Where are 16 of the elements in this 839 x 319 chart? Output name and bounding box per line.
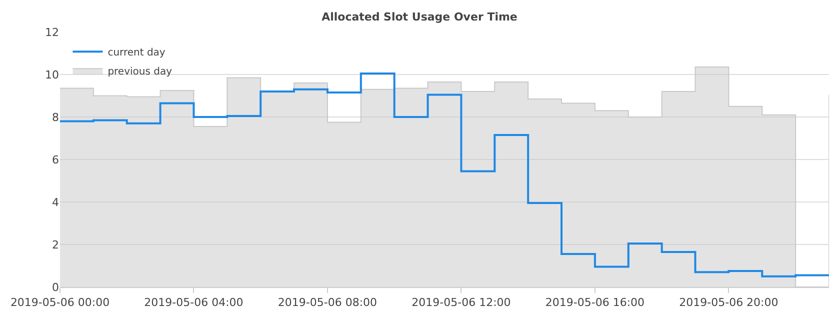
legend-label: current day: [108, 48, 166, 58]
x-tick-label: 2019-05-06 00:00: [10, 296, 110, 310]
x-tick-label: 2019-05-06 04:00: [144, 296, 244, 310]
x-tick-label: 2019-05-06 08:00: [278, 296, 378, 310]
y-tick-label: 4: [52, 196, 59, 209]
x-tick-label: 2019-05-06 12:00: [412, 296, 511, 310]
x-tick-label: 2019-05-06 16:00: [545, 296, 645, 310]
y-tick-label: 8: [52, 110, 59, 124]
y-tick-label: 0: [52, 280, 59, 294]
y-tick-label: 10: [45, 68, 59, 82]
y-tick-label: 12: [45, 26, 59, 39]
legend-label: previous day: [108, 66, 172, 78]
chart-title: Allocated Slot Usage Over Time: [322, 10, 518, 24]
y-tick-label: 2: [52, 238, 59, 252]
x-tick-label: 2019-05-06 20:00: [679, 296, 778, 310]
y-tick-label: 6: [52, 153, 59, 166]
